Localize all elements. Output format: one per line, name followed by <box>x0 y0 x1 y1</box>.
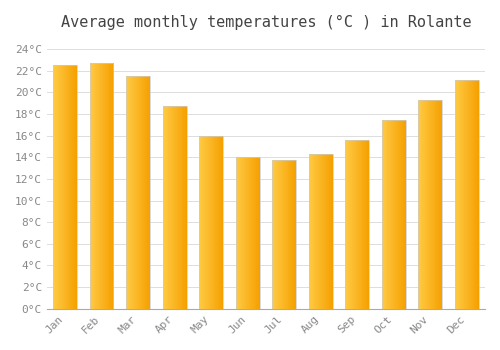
Bar <box>418 100 442 309</box>
Bar <box>309 154 332 309</box>
Bar <box>90 63 114 309</box>
Bar <box>455 80 478 309</box>
Bar <box>346 140 369 309</box>
Bar <box>126 76 150 309</box>
Bar <box>382 120 406 309</box>
Bar <box>236 157 260 309</box>
Bar <box>163 106 186 309</box>
Title: Average monthly temperatures (°C ) in Rolante: Average monthly temperatures (°C ) in Ro… <box>60 15 471 30</box>
Bar <box>272 160 296 309</box>
Bar <box>54 65 77 309</box>
Bar <box>200 135 223 309</box>
